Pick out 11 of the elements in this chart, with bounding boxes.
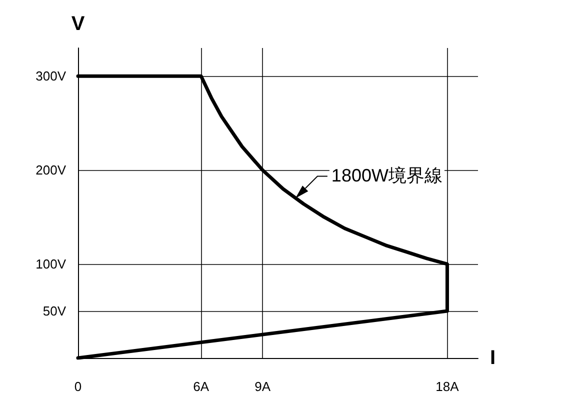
y-axis-title: V — [71, 13, 86, 35]
y-tick-label: 50V — [42, 304, 66, 319]
x-tick-label: 6A — [193, 379, 210, 394]
y-tick-label: 200V — [36, 162, 66, 178]
x-tick-label: 0 — [74, 379, 82, 394]
annotation: 1800W境界線 — [331, 165, 442, 186]
x-tick-label: 9A — [254, 379, 271, 394]
y-tick-label: 300V — [36, 68, 66, 84]
y-tick-label: 100V — [36, 256, 66, 272]
x-axis-title: I — [490, 347, 496, 369]
x-tick-label: 18A — [436, 379, 460, 394]
